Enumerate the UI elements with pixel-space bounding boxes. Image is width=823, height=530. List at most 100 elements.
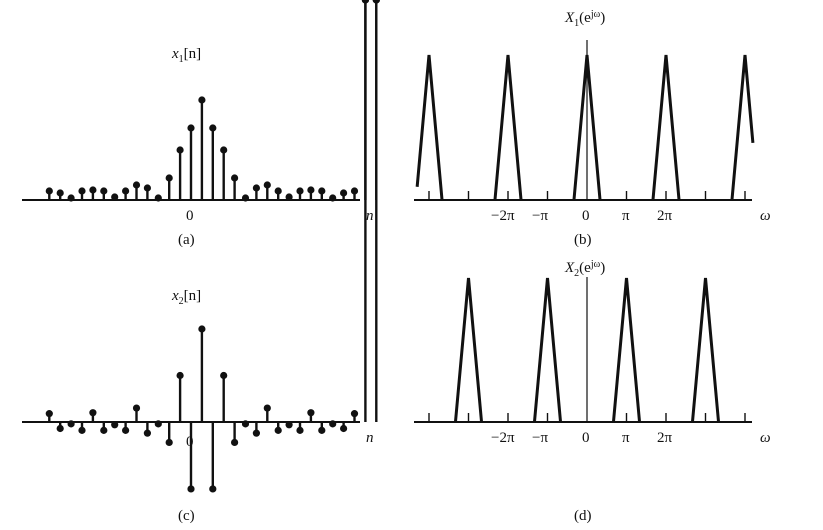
panel-a-zero-tick: 0 xyxy=(186,208,194,224)
stem-marker xyxy=(231,438,239,447)
panel-c-n-label: n xyxy=(366,430,374,446)
stem-marker xyxy=(89,409,97,417)
panel-b-tick-label-2pi: 2π xyxy=(657,208,673,224)
stem-marker xyxy=(220,146,228,154)
stem-marker xyxy=(220,371,228,380)
stem-marker xyxy=(165,438,173,447)
stem-marker xyxy=(45,187,53,195)
stem-marker xyxy=(143,429,151,437)
panel-d-tick-label-m2pi: −2π xyxy=(491,430,515,446)
stem-marker xyxy=(318,426,326,434)
panel-c-zero-tick: 0 xyxy=(186,434,194,450)
stem-marker xyxy=(318,187,326,195)
panel-b-tick-label-0: 0 xyxy=(582,208,590,224)
stem-marker xyxy=(111,421,119,429)
stem-marker xyxy=(67,420,75,428)
stem-marker xyxy=(263,181,271,189)
panel-a-n-label: n xyxy=(366,208,374,224)
panel-b-triangles xyxy=(415,54,755,201)
stem-marker xyxy=(78,187,86,195)
panel-b-tick-label-mpi: −π xyxy=(532,208,548,224)
stem-marker xyxy=(67,194,75,202)
stem-marker xyxy=(165,174,173,182)
panel-c-signal-label: x2[n] xyxy=(171,288,201,307)
stem-marker xyxy=(241,420,250,428)
panel-a-stems xyxy=(45,0,380,202)
spectrum-triangle xyxy=(611,277,642,423)
stem-marker xyxy=(187,124,195,132)
panel-a-signal-label: x1[n] xyxy=(171,46,201,65)
stem-marker xyxy=(209,485,217,493)
stem-marker xyxy=(132,404,141,412)
panel-d-signal-label: X2(ejω) xyxy=(564,259,605,279)
stem-marker xyxy=(56,189,64,197)
panel-d-omega-label: ω xyxy=(760,430,771,446)
stem-marker xyxy=(329,194,337,202)
panel-c-stems xyxy=(45,0,380,493)
stem-marker xyxy=(154,420,162,428)
spectrum-triangle xyxy=(651,54,681,201)
stem-marker xyxy=(340,424,348,433)
spectrum-triangle xyxy=(453,277,484,423)
panel-d-triangles xyxy=(453,277,721,423)
stem-marker xyxy=(350,410,359,418)
panel-d-spectrum: X2(ejω) −2π −π 0 π 2π ω (d) xyxy=(414,259,771,524)
panel-b-spectrum: X1(ejω) −2π −π 0 π 2π ω (b) xyxy=(414,9,771,248)
stem-marker xyxy=(45,410,53,418)
panel-c-stem-plot: x2[n] n 0 (c) xyxy=(22,0,380,524)
stem-marker xyxy=(176,371,184,380)
stem-marker xyxy=(89,186,97,194)
stem-marker xyxy=(100,426,108,434)
panel-b-caption: (b) xyxy=(574,232,592,248)
stem-marker xyxy=(198,325,206,333)
panel-b-omega-label: ω xyxy=(760,208,771,224)
stem-marker xyxy=(340,189,348,197)
spectrum-triangle xyxy=(493,54,523,201)
stem-marker xyxy=(329,420,337,428)
panel-a-caption: (a) xyxy=(178,232,195,248)
stem-marker xyxy=(56,424,64,433)
stem-marker xyxy=(100,187,108,195)
panel-c-caption: (c) xyxy=(178,508,195,524)
panel-d-caption: (d) xyxy=(574,508,592,524)
spectrum-triangle xyxy=(730,54,755,201)
spectrum-triangle xyxy=(690,277,721,423)
panel-b-signal-label: X1(ejω) xyxy=(564,9,605,29)
stem-marker xyxy=(187,485,195,493)
panel-d-tick-label-0: 0 xyxy=(582,430,590,446)
stem-marker xyxy=(252,429,260,437)
stem-marker xyxy=(252,184,260,192)
stem-marker xyxy=(198,96,206,104)
stem-marker xyxy=(285,193,293,201)
panel-b-tick-label-pi: π xyxy=(622,208,630,224)
stem-marker xyxy=(296,187,304,195)
stem-marker xyxy=(122,187,130,195)
stem-marker xyxy=(78,426,86,434)
stem-marker xyxy=(154,194,162,202)
panel-d-tick-label-mpi: −π xyxy=(532,430,548,446)
stem-marker xyxy=(263,404,271,412)
spectrum-triangle xyxy=(415,54,444,201)
stem-marker xyxy=(350,187,359,195)
panel-d-ticks xyxy=(428,413,746,422)
stem-marker xyxy=(274,426,282,434)
stem-marker xyxy=(143,184,151,192)
panel-d-tick-label-2pi: 2π xyxy=(657,430,673,446)
stem-marker xyxy=(132,181,141,189)
stem-marker xyxy=(122,426,130,434)
panel-b-ticks xyxy=(428,191,746,200)
stem-marker xyxy=(231,174,239,182)
stem-marker xyxy=(307,186,315,194)
stem-marker xyxy=(296,426,304,434)
spectrum-triangle xyxy=(572,54,602,201)
stem-marker xyxy=(307,409,315,417)
stem-marker xyxy=(176,146,184,154)
stem-marker xyxy=(241,194,250,202)
stem-marker xyxy=(274,187,282,195)
panel-a-stem-plot: x1[n] n 0 (a) xyxy=(22,0,380,248)
stem-marker xyxy=(209,124,217,132)
stem-marker xyxy=(372,0,380,4)
spectrum-triangle xyxy=(532,277,563,423)
panel-d-tick-label-pi: π xyxy=(622,430,630,446)
